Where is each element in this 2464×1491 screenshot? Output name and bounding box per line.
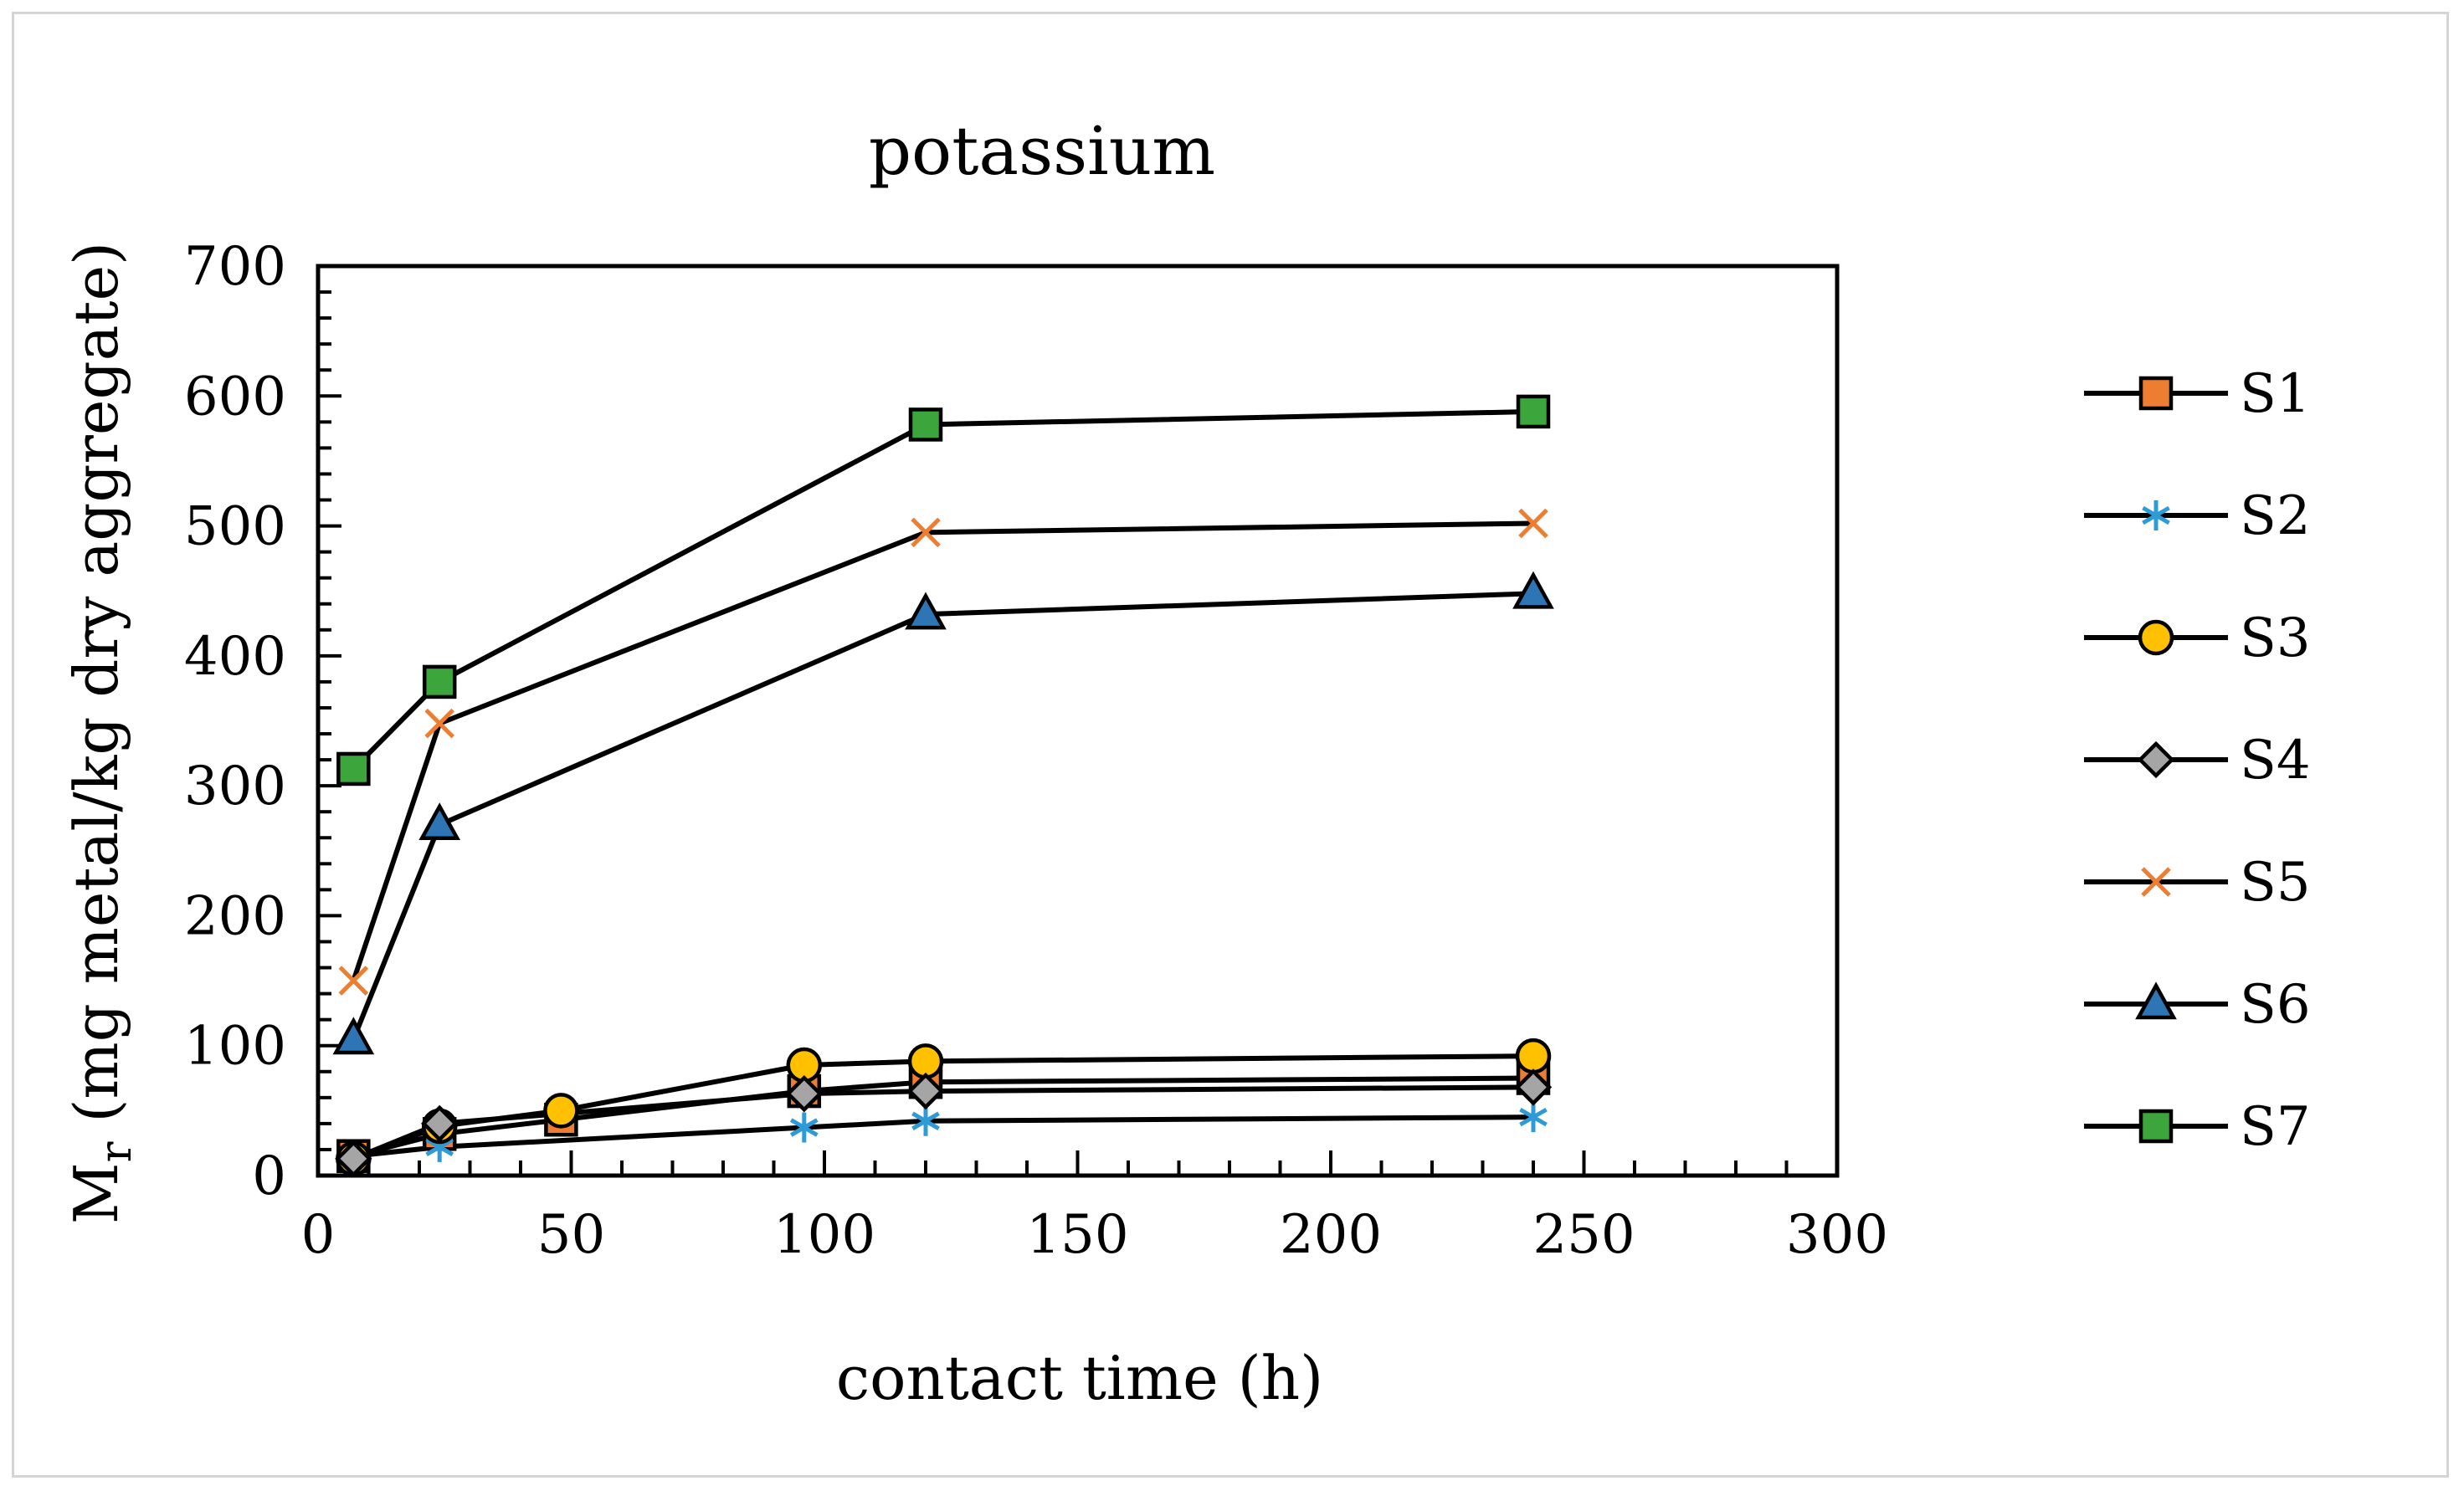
y-tick-label: 400 [184, 626, 286, 688]
x-tick-label: 300 [1786, 1204, 1888, 1266]
y-tick-label: 600 [184, 366, 286, 428]
legend-label: S7 [2240, 1096, 2311, 1158]
legend-item-s6: S6 [2084, 974, 2311, 1036]
markers-s4 [335, 1068, 1553, 1177]
legend-marker [2138, 1109, 2174, 1144]
data-point [422, 664, 457, 699]
plot-area-border [316, 264, 1840, 1178]
legend-item-s3: S3 [2084, 607, 2311, 669]
series-s6 [351, 591, 1534, 1041]
data-point [1516, 394, 1551, 429]
x-tick-label: 0 [301, 1204, 336, 1266]
y-tick-label: 300 [184, 756, 286, 817]
legend-label: S2 [2240, 485, 2311, 547]
series-line-s7 [352, 408, 1534, 771]
chart-title: potassium [869, 112, 1215, 190]
markers-s5 [338, 508, 1548, 996]
data-point [908, 407, 943, 442]
legend-item-s1: S1 [2084, 363, 2311, 425]
y-tick-label: 0 [252, 1145, 286, 1207]
data-point [336, 751, 371, 786]
data-point [332, 1017, 375, 1055]
axis-ticks: 0 50 100 150 200 250 300 0 100 200 300 400 500 600 700 [184, 236, 1888, 1266]
series-s7 [352, 408, 1534, 771]
x-axis-label: contact time (h) [836, 1343, 1323, 1413]
data-point [906, 1072, 945, 1110]
legend-item-s7: S7 [2084, 1096, 2311, 1158]
legend-marker [2138, 376, 2174, 411]
legend-item-s4: S4 [2084, 730, 2311, 792]
legend-marker [2142, 500, 2170, 530]
y-tick-label: 200 [184, 885, 286, 947]
y-axis-label-subscript: r [91, 1141, 141, 1162]
y-tick-label: 100 [184, 1016, 286, 1078]
y-axis-label-main: M [61, 1162, 131, 1224]
series-s5 [351, 520, 1534, 982]
data-point [543, 1093, 579, 1129]
markers-s3 [336, 1038, 1552, 1177]
y-tick-label: 700 [184, 236, 286, 298]
data-point [1514, 1068, 1553, 1106]
data-point [911, 517, 941, 548]
legend-marker [2135, 981, 2177, 1020]
x-tick-label: 50 [537, 1204, 605, 1266]
legend-item-s2: S2 [2084, 485, 2311, 547]
data-point [905, 592, 947, 630]
legend-label: S5 [2240, 852, 2311, 914]
data-point [338, 966, 369, 996]
series-line-s6 [351, 591, 1534, 1041]
x-tick-label: 100 [773, 1204, 875, 1266]
data-point [418, 802, 461, 840]
legend-marker [2137, 740, 2175, 779]
y-axis-label-rest: (mg metal/kg dry aggregate) [61, 242, 131, 1142]
legend-label: S3 [2240, 607, 2311, 669]
legend-marker [2141, 867, 2171, 897]
legend: S1 S2 S3 S4 S5 S6 S7 [2084, 363, 2311, 1158]
y-axis-label: Mr (mg metal/kg dry aggregate) [61, 242, 141, 1224]
data-point [907, 1043, 944, 1079]
legend-marker [2138, 619, 2174, 656]
data-point [1518, 508, 1548, 539]
y-tick-label: 500 [184, 496, 286, 558]
data-point [785, 1074, 823, 1113]
data-point [424, 708, 454, 739]
x-tick-label: 150 [1026, 1204, 1128, 1266]
data-point [1515, 1038, 1552, 1074]
data-point [1519, 1102, 1548, 1133]
series-layer [332, 394, 1554, 1177]
legend-label: S6 [2240, 974, 2311, 1036]
legend-label: S1 [2240, 363, 2311, 425]
markers-s7 [336, 394, 1551, 786]
data-point [911, 1105, 940, 1136]
legend-item-s5: S5 [2084, 852, 2311, 914]
x-tick-label: 250 [1532, 1204, 1635, 1266]
data-point [1512, 571, 1554, 609]
data-point [421, 1104, 459, 1143]
x-tick-label: 200 [1280, 1204, 1382, 1266]
legend-label: S4 [2240, 730, 2311, 792]
chart-frame [12, 12, 2449, 1478]
series-line-s5 [351, 520, 1534, 982]
markers-s6 [332, 571, 1554, 1055]
data-point [789, 1112, 819, 1143]
